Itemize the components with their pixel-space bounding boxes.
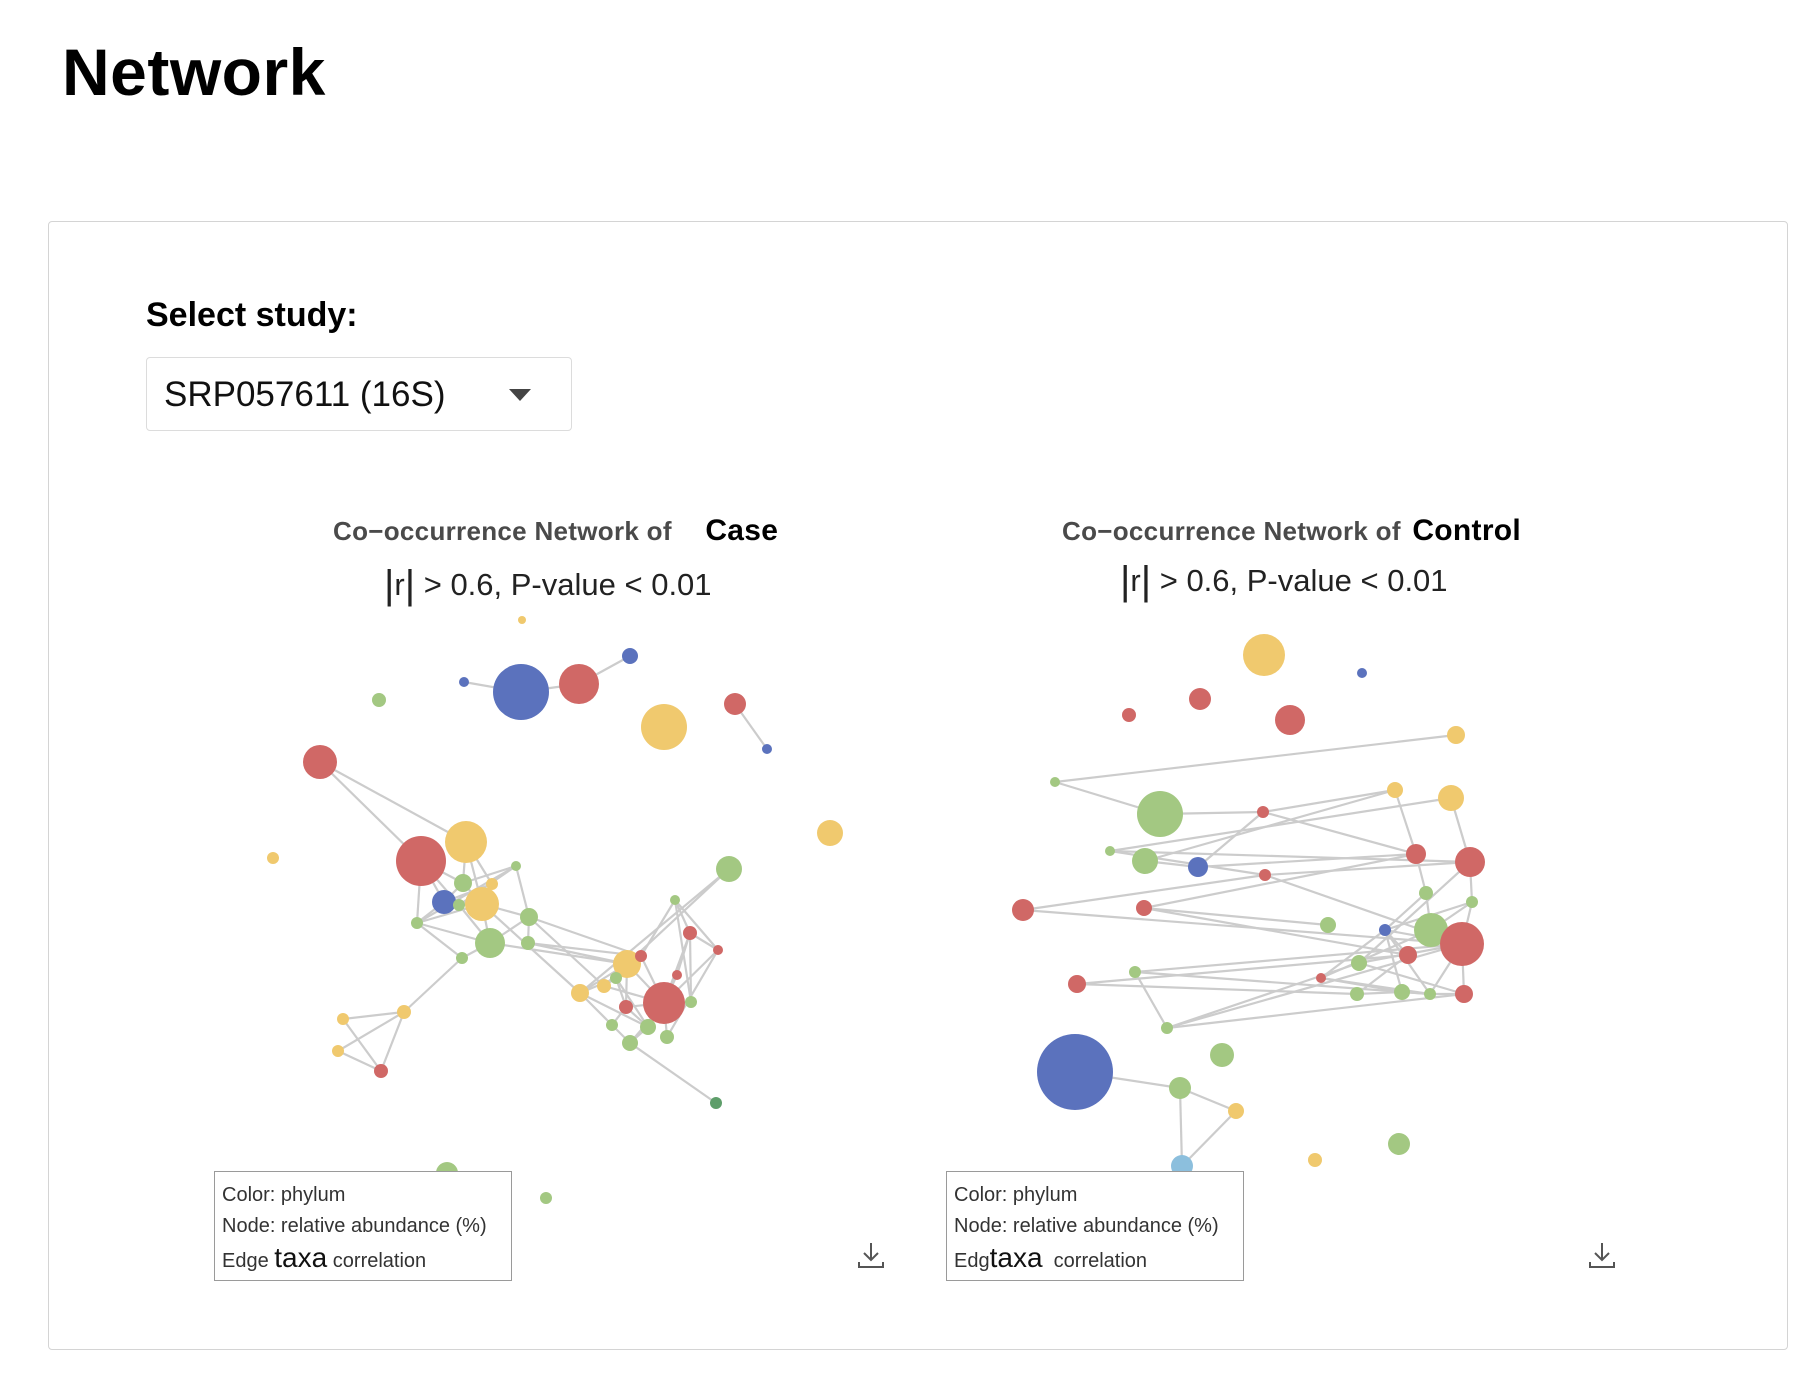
case-subtitle-rest: > 0.6, P-value < 0.01 — [415, 567, 712, 602]
page-title: Network — [62, 35, 326, 109]
control-title-prefix: Co−occurrence Network of — [1062, 516, 1401, 546]
caret-down-icon[interactable] — [509, 389, 531, 401]
case-subtitle-bar-close: | — [404, 563, 416, 607]
control-subtitle-rest: > 0.6, P-value < 0.01 — [1151, 563, 1448, 598]
control-legend-color: Color: phylum — [954, 1184, 1078, 1206]
case-legend-edge-prefix: Edge — [222, 1250, 269, 1272]
case-title-prefix: Co−occurrence Network of — [333, 516, 672, 546]
control-legend-edge-suffix: correlation — [1053, 1250, 1148, 1272]
control-group-label: Control — [1412, 514, 1522, 547]
case-legend-node: Node: relative abundance (%) — [222, 1215, 487, 1237]
control-subtitle-r: r — [1130, 563, 1141, 598]
control-legend-taxa: taxa — [989, 1242, 1043, 1273]
case-legend-edge-suffix: correlation — [332, 1250, 427, 1272]
case-subtitle-r: r — [394, 567, 405, 602]
control-legend-edge-prefix: Edg — [954, 1250, 990, 1272]
case-subtitle-bar-open: | — [384, 563, 395, 607]
case-network-title: Co−occurrence Network of Case — [333, 514, 778, 548]
study-select[interactable]: SRP057611 (16S) — [146, 357, 572, 431]
control-legend-edge: Edgtaxa correlation — [954, 1242, 1243, 1277]
control-network-subtitle: |r| > 0.6, P-value < 0.01 — [1120, 559, 1448, 604]
control-network-title: Co−occurrence Network of Control — [1062, 514, 1521, 548]
control-subtitle-bar-open: | — [1120, 559, 1131, 603]
study-select-value: SRP057611 (16S) — [164, 375, 446, 414]
download-icon[interactable] — [856, 1240, 886, 1270]
case-legend: Color: phylum Node: relative abundance (… — [214, 1171, 512, 1281]
case-legend-edge: Edge taxa correlation — [222, 1242, 511, 1277]
case-network-subtitle: |r| > 0.6, P-value < 0.01 — [384, 563, 712, 608]
control-subtitle-bar-close: | — [1140, 559, 1152, 603]
download-icon[interactable] — [1587, 1240, 1617, 1270]
select-study-label: Select study: — [146, 296, 358, 334]
case-legend-color: Color: phylum — [222, 1184, 346, 1206]
control-legend-node: Node: relative abundance (%) — [954, 1215, 1219, 1237]
case-legend-taxa: taxa — [274, 1242, 328, 1273]
case-group-label: Case — [705, 514, 779, 547]
control-legend: Color: phylum Node: relative abundance (… — [946, 1171, 1244, 1281]
